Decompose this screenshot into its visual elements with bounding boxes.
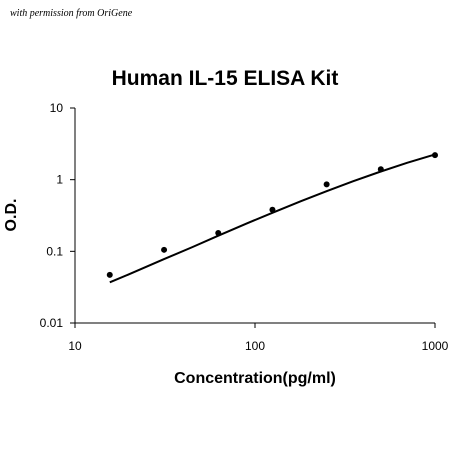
fit-curve bbox=[109, 153, 436, 284]
y-tick-label: 1 bbox=[56, 173, 63, 187]
x-tick-label: 1000 bbox=[422, 339, 449, 353]
chart-title: Human IL-15 ELISA Kit bbox=[112, 67, 339, 90]
y-tick-label: 0.1 bbox=[46, 244, 63, 258]
data-point bbox=[106, 271, 113, 278]
data-point bbox=[323, 181, 330, 188]
x-axis-label: Concentration(pg/ml) bbox=[174, 370, 336, 387]
x-ticks: 10 100 1000 bbox=[68, 323, 449, 353]
data-point bbox=[432, 152, 438, 159]
data-point bbox=[269, 206, 276, 213]
y-tick-label: 0.01 bbox=[40, 316, 64, 330]
credit-text: with permission from OriGene bbox=[10, 8, 133, 19]
data-point bbox=[161, 246, 168, 253]
data-point bbox=[215, 230, 222, 237]
y-tick-label: 10 bbox=[50, 101, 64, 115]
y-ticks: 0.01 0.1 1 10 bbox=[40, 101, 75, 330]
x-tick-label: 10 bbox=[68, 339, 82, 353]
y-axis-label: O.D. bbox=[3, 199, 20, 232]
data-point bbox=[377, 166, 384, 173]
data-points bbox=[106, 152, 438, 278]
axes bbox=[74, 108, 435, 324]
x-tick-label: 100 bbox=[245, 339, 265, 353]
